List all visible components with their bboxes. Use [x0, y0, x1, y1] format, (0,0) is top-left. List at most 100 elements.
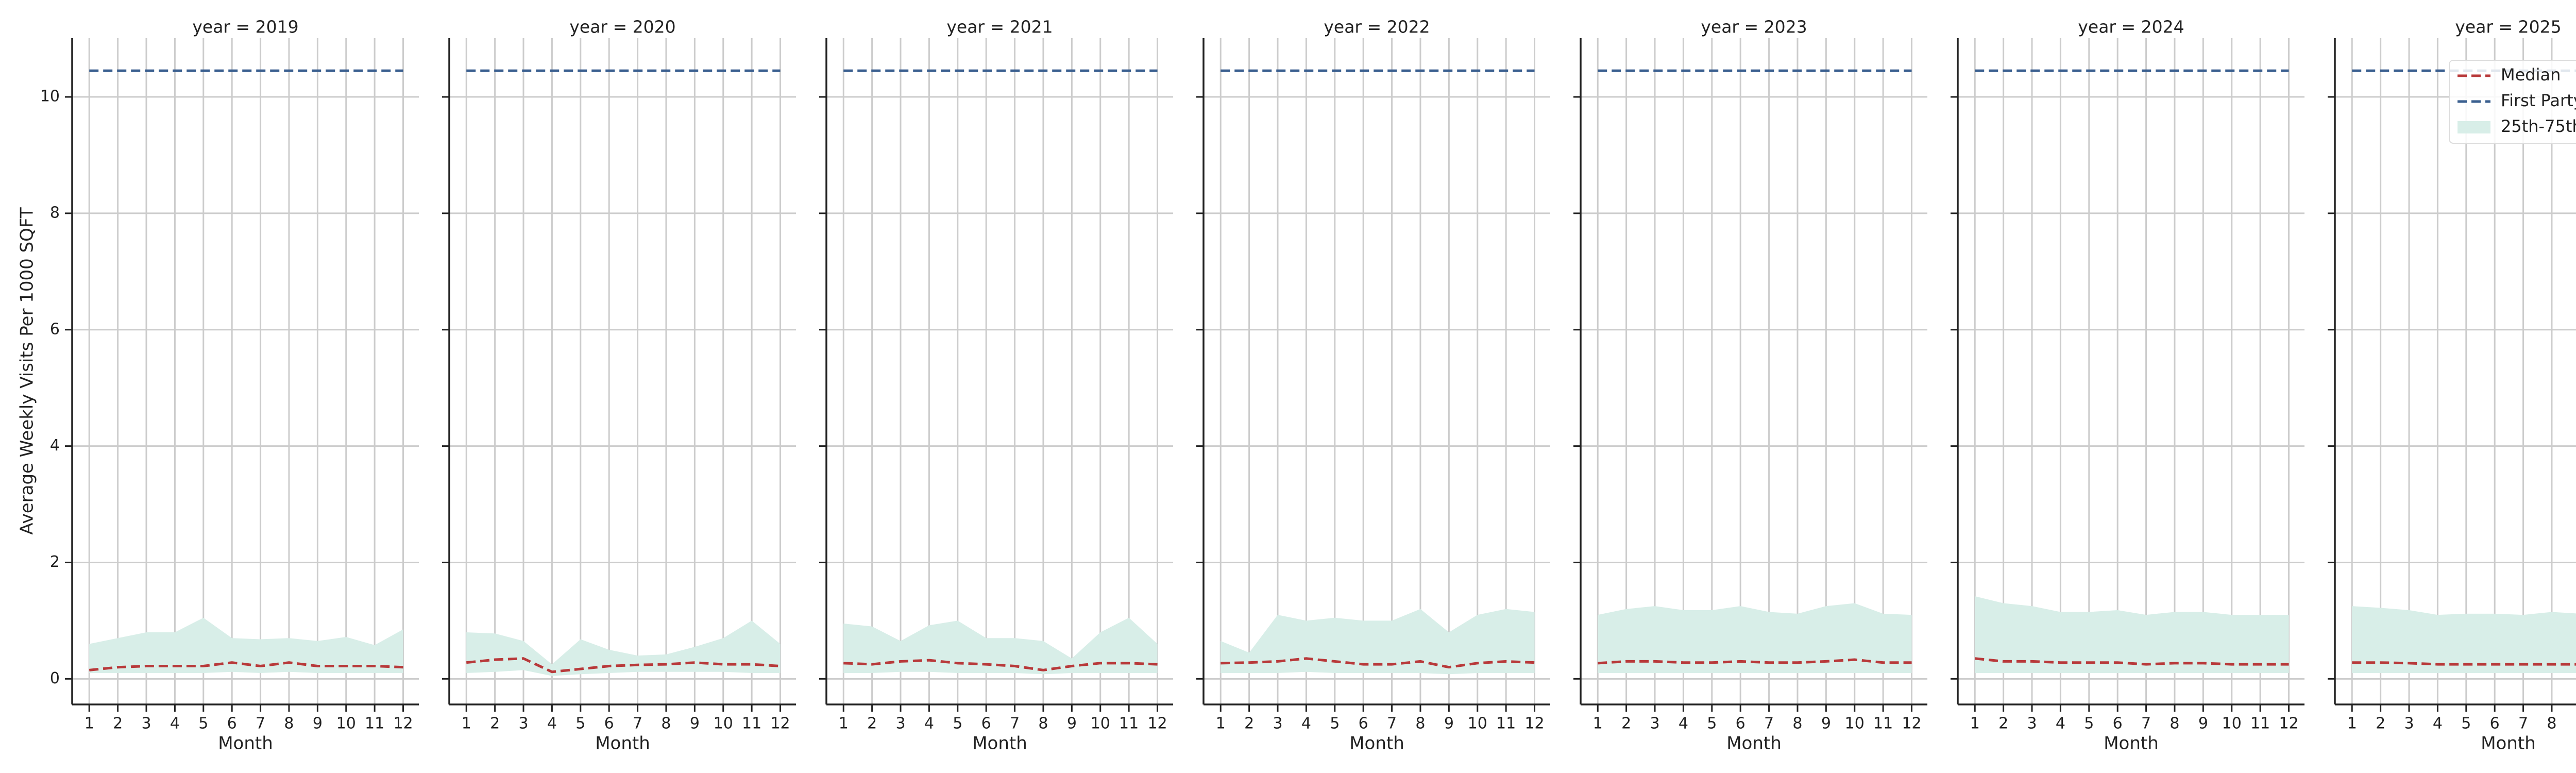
x-axis-label: Month — [1349, 733, 1404, 754]
x-tick-label: 6 — [2113, 715, 2123, 733]
percentile-band — [1221, 609, 1535, 675]
x-tick-label: 7 — [2518, 715, 2528, 733]
x-tick-label: 4 — [170, 715, 180, 733]
x-tick-label: 7 — [1764, 715, 1774, 733]
legend-label: First Party Median — [2501, 91, 2576, 110]
x-tick-label: 12 — [393, 715, 413, 733]
x-tick-label: 1 — [2347, 715, 2357, 733]
x-tick-label: 2 — [2376, 715, 2385, 733]
percentile-band — [1975, 596, 2289, 674]
x-tick-label: 3 — [895, 715, 905, 733]
x-tick-label: 11 — [1873, 715, 1893, 733]
x-tick-label: 4 — [924, 715, 934, 733]
x-tick-label: 7 — [2141, 715, 2151, 733]
x-tick-label: 7 — [633, 715, 642, 733]
legend: Median First Party Median 25th-75th Percen… — [2449, 60, 2576, 144]
x-tick-label: 6 — [604, 715, 614, 733]
x-tick-label: 11 — [1119, 715, 1139, 733]
x-tick-label: 1 — [1970, 715, 1980, 733]
x-tick-label: 12 — [2279, 715, 2298, 733]
x-tick-label: 10 — [714, 715, 733, 733]
x-tick-label: 3 — [2027, 715, 2037, 733]
x-tick-label: 11 — [365, 715, 384, 733]
x-tick-label: 11 — [742, 715, 761, 733]
percentile-band — [2352, 606, 2576, 674]
x-tick-label: 2 — [1998, 715, 2008, 733]
x-tick-label: 9 — [1067, 715, 1077, 733]
x-axis-label: Month — [2104, 733, 2159, 754]
x-tick-label: 12 — [1902, 715, 1921, 733]
x-tick-label: 8 — [2170, 715, 2179, 733]
y-tick-label: 8 — [50, 204, 60, 222]
series-line — [466, 657, 781, 674]
x-tick-label: 6 — [1359, 715, 1368, 733]
percentile-band — [466, 620, 781, 676]
x-tick-label: 12 — [1524, 715, 1544, 733]
x-tick-label: 12 — [1147, 715, 1167, 733]
x-tick-label: 3 — [1273, 715, 1282, 733]
x-tick-label: 4 — [1679, 715, 1688, 733]
x-axis-label: Month — [2481, 733, 2536, 754]
x-tick-label: 2 — [490, 715, 500, 733]
y-tick-label: 2 — [50, 553, 60, 571]
x-tick-label: 9 — [2575, 715, 2576, 733]
x-tick-label: 10 — [1468, 715, 1487, 733]
x-tick-label: 8 — [1415, 715, 1425, 733]
series-line — [2352, 661, 2576, 666]
x-axis-label: Month — [595, 733, 650, 754]
x-tick-label: 8 — [1792, 715, 1802, 733]
y-tick-label: 4 — [50, 436, 60, 455]
series-line — [843, 659, 1158, 671]
x-tick-label: 9 — [1821, 715, 1831, 733]
x-tick-label: 6 — [1736, 715, 1745, 733]
facet-title: year = 2023 — [1701, 17, 1807, 37]
series-line — [1221, 657, 1535, 669]
x-tick-label: 4 — [2056, 715, 2065, 733]
y-tick-label: 10 — [40, 88, 60, 106]
y-tick-label: 0 — [50, 669, 60, 687]
series-line — [1974, 657, 2289, 666]
x-tick-label: 9 — [313, 715, 323, 733]
x-tick-label: 9 — [690, 715, 700, 733]
x-tick-label: 5 — [198, 715, 208, 733]
x-tick-label: 2 — [1621, 715, 1631, 733]
x-tick-label: 10 — [336, 715, 356, 733]
x-tick-label: 6 — [981, 715, 991, 733]
x-axis-label: Month — [1726, 733, 1782, 754]
legend-label: 25th-75th Percentile — [2501, 116, 2576, 136]
x-tick-label: 3 — [141, 715, 151, 733]
facet-title: year = 2024 — [2078, 17, 2184, 37]
x-tick-label: 4 — [1301, 715, 1311, 733]
percentile-band — [89, 617, 403, 674]
x-axis-label: Month — [972, 733, 1027, 754]
percentile-band — [1598, 603, 1912, 674]
x-tick-label: 2 — [867, 715, 877, 733]
x-axis-label: Month — [218, 733, 273, 754]
facet-title: year = 2021 — [946, 17, 1053, 37]
x-tick-label: 5 — [1330, 715, 1340, 733]
x-tick-label: 11 — [2250, 715, 2270, 733]
facet-title: year = 2025 — [2455, 17, 2561, 37]
facet-title: year = 2019 — [192, 17, 298, 37]
x-tick-label: 2 — [113, 715, 123, 733]
x-tick-label: 1 — [1593, 715, 1603, 733]
x-tick-label: 1 — [1216, 715, 1226, 733]
x-tick-label: 10 — [2222, 715, 2242, 733]
x-tick-label: 10 — [1845, 715, 1865, 733]
facet-title: year = 2020 — [569, 17, 675, 37]
x-tick-label: 8 — [661, 715, 671, 733]
x-tick-label: 1 — [462, 715, 471, 733]
x-tick-label: 4 — [547, 715, 557, 733]
facet-title: year = 2022 — [1324, 17, 1430, 37]
x-tick-label: 3 — [1650, 715, 1659, 733]
y-axis-label: Average Weekly Visits Per 1000 SQFT — [17, 207, 38, 535]
series-line — [1598, 658, 1912, 665]
